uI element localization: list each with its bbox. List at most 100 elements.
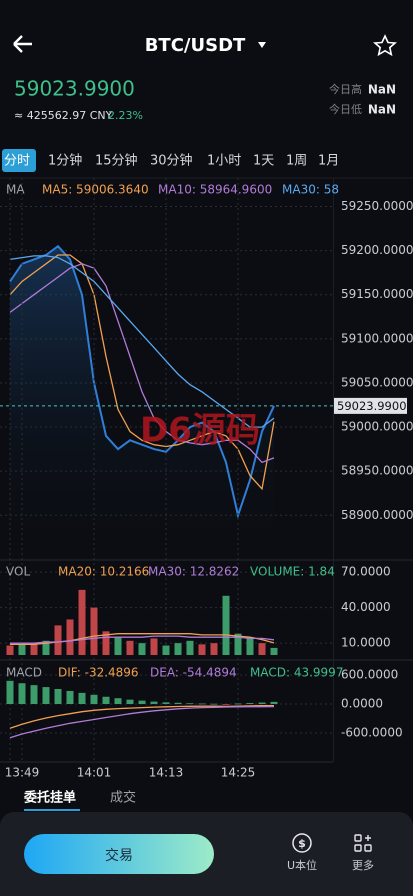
interval-tab[interactable]: 分时: [4, 154, 30, 169]
trade-button[interactable]: [24, 834, 214, 874]
y-tick-label: 58900.0000: [341, 508, 413, 522]
bar: [18, 683, 26, 705]
favorite-button[interactable]: [373, 34, 397, 57]
cny-price: ≈ 425562.97 CNY: [14, 109, 113, 122]
y-tick-label: 40.0000: [341, 600, 391, 614]
bar: [90, 694, 98, 705]
interval-tab[interactable]: 1周: [286, 154, 307, 169]
legend-entry: DIF: -32.4896: [58, 666, 139, 680]
x-tick-label: 13:49: [5, 766, 40, 780]
bar: [138, 643, 146, 655]
interval-tab[interactable]: 1月: [318, 154, 339, 169]
last-price: 59023.9900: [14, 77, 135, 101]
bar: [234, 703, 242, 705]
bar: [90, 607, 98, 655]
more-icon[interactable]: [354, 834, 372, 852]
more-label[interactable]: 更多: [352, 858, 374, 872]
interval-tab[interactable]: 1小时: [207, 154, 241, 169]
y-tick-label: 10.0000: [341, 636, 391, 650]
stat-value: NaN: [368, 103, 396, 117]
panel-label: MACD: [6, 666, 42, 680]
y-tick-label: 600.0000: [341, 668, 398, 682]
interval-tab[interactable]: 1天: [253, 154, 274, 169]
margin-icon-glyph[interactable]: $: [298, 837, 306, 850]
panel-label: MA: [6, 183, 25, 197]
bar: [78, 589, 86, 655]
bar: [186, 640, 194, 655]
x-tick-label: 14:13: [149, 766, 184, 780]
legend-entry: MA10: 58964.9600: [158, 183, 272, 197]
bar: [270, 647, 278, 655]
bar: [78, 692, 86, 705]
bar: [30, 685, 38, 705]
interval-tab[interactable]: 1分钟: [48, 153, 82, 169]
ma-line: [9, 705, 275, 739]
bar: [198, 703, 206, 705]
bar: [246, 637, 254, 655]
bar: [6, 645, 14, 655]
legend-entry: VOLUME: 1.84: [250, 565, 335, 579]
ma-line: [9, 263, 275, 464]
last-price-box: [334, 397, 407, 414]
bar: [126, 640, 134, 655]
y-tick-label: 59200.0000: [341, 243, 413, 257]
back-button[interactable]: [13, 35, 32, 53]
bar: [162, 645, 170, 655]
bar: [246, 703, 254, 705]
legend-entry: MA30: 12.8262: [148, 565, 239, 579]
bar: [174, 643, 182, 655]
bar: [210, 643, 218, 655]
interval-tab[interactable]: 15分钟: [95, 153, 138, 169]
dropdown-icon[interactable]: [258, 42, 266, 48]
bar: [138, 700, 146, 705]
orders-tab[interactable]: 成交: [110, 790, 136, 806]
watermark: D6源码: [140, 411, 260, 451]
bar: [174, 702, 182, 705]
bar: [162, 702, 170, 705]
panel-label: VOL: [6, 565, 30, 579]
bar: [222, 704, 230, 705]
tab-underline: [24, 809, 80, 811]
change: 2.23%: [108, 109, 143, 122]
interval-tab[interactable]: 30分钟: [150, 153, 193, 169]
bar: [18, 644, 26, 655]
legend-entry: MA20: 10.2166: [58, 565, 149, 579]
bar: [234, 633, 242, 655]
plots: [0, 178, 333, 762]
bar: [186, 703, 194, 705]
bar: [258, 643, 266, 655]
stat-label: 今日高: [329, 82, 362, 96]
bar: [42, 640, 50, 655]
bar: [222, 595, 230, 655]
bar: [30, 643, 38, 655]
ma-line: [9, 255, 275, 428]
price-area: [10, 246, 274, 555]
legend-entry: MACD: 43.9997: [250, 666, 343, 680]
stat-value: NaN: [368, 83, 396, 97]
bar: [102, 631, 110, 655]
bar: [6, 680, 14, 705]
x-tick-label: 14:01: [77, 766, 112, 780]
bar: [270, 701, 278, 705]
bar: [66, 690, 74, 705]
bar: [150, 701, 158, 705]
y-tick-label: 59150.0000: [341, 287, 413, 301]
pair-title[interactable]: BTC/USDT: [145, 35, 246, 56]
legend-entry: DEA: -54.4894: [150, 666, 237, 680]
bar: [198, 644, 206, 655]
last-price-tag: 59023.9900: [337, 399, 407, 413]
x-tick-label: 14:25: [221, 766, 256, 780]
trade-label[interactable]: 交易: [105, 847, 133, 864]
y-tick-label: 58950.0000: [341, 464, 413, 478]
legend-entry: MA30: 58: [282, 183, 339, 197]
bar: [102, 696, 110, 705]
y-tick-label: 59000.0000: [341, 420, 413, 434]
margin-label[interactable]: U本位: [287, 858, 317, 872]
bar: [54, 625, 62, 655]
bar: [54, 689, 62, 705]
bar: [42, 687, 50, 705]
y-tick-label: 59250.0000: [341, 199, 413, 213]
orders-tab[interactable]: 委托挂单: [23, 790, 76, 806]
margin-icon[interactable]: [292, 833, 312, 853]
